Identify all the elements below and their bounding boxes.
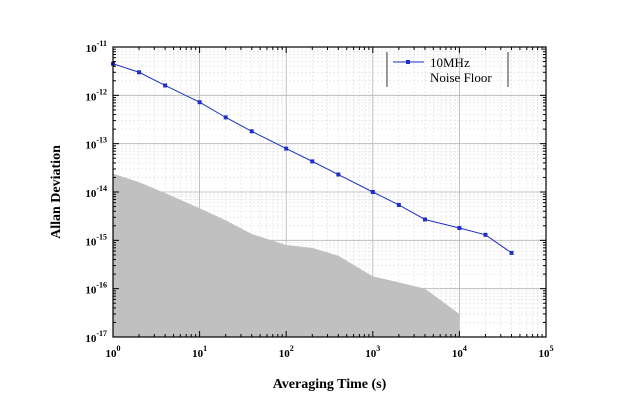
series-10mhz-point (483, 232, 488, 237)
x-tick-label: 101 (192, 344, 207, 360)
series-10mhz-point (396, 202, 401, 207)
series-10mhz-point (336, 172, 341, 177)
x-axis-title: Averaging Time (s) (273, 377, 387, 392)
x-tick-label: 103 (365, 344, 380, 360)
series-10mhz-point (310, 159, 315, 164)
y-tick-label: 10-16 (85, 281, 107, 297)
y-tick-label: 10-15 (85, 232, 107, 248)
series-line-layer (111, 61, 514, 255)
series-10mhz-point (223, 115, 228, 120)
y-tick-label: 10-17 (85, 329, 107, 345)
series-10mhz-point (197, 100, 202, 105)
series-10mhz-point (249, 129, 254, 134)
axis-ticks (112, 46, 547, 338)
series-10mhz-point (422, 217, 427, 222)
legend-10mhz-marker (406, 60, 410, 64)
legend-label-noise-floor: Noise Floor (430, 70, 492, 85)
series-10mhz-point (163, 83, 168, 88)
series-10mhz-point (284, 146, 289, 151)
series-10mhz-point (137, 70, 142, 75)
y-tick-label: 10-14 (85, 184, 107, 200)
series-10mhz-point (509, 250, 514, 255)
series-10mhz-point (457, 225, 462, 230)
y-tick-label: 10-13 (85, 136, 107, 152)
legend-label-10mhz: 10MHz (430, 55, 470, 70)
x-tick-label: 102 (279, 344, 294, 360)
x-tick-label: 104 (452, 344, 467, 360)
noise-floor-area-layer (113, 173, 460, 337)
legend: 10MHz Noise Floor (386, 52, 509, 87)
x-tick-label: 100 (106, 344, 121, 360)
noise-floor-area (113, 173, 460, 337)
axis-tick-labels: 100 101 102 103 104 105 10-17 10-16 10-15 10-14 10… (85, 39, 553, 360)
y-tick-label: 10-11 (86, 39, 107, 55)
x-tick-label: 105 (539, 344, 554, 360)
series-10mhz-point (370, 190, 375, 194)
y-axis-title: Allan Deviation (49, 145, 64, 239)
y-tick-label: 10-12 (85, 87, 107, 103)
